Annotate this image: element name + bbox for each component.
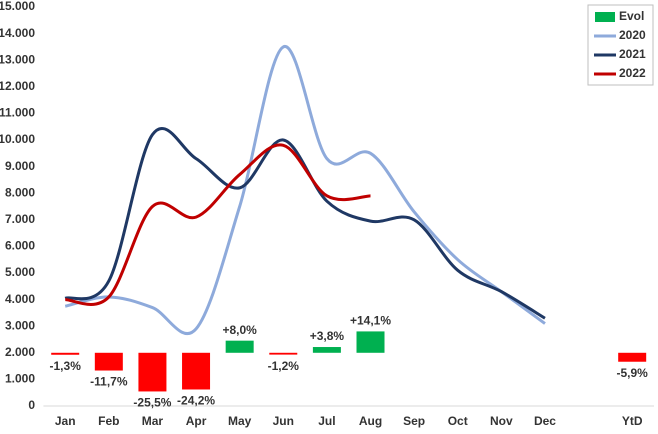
bar: [618, 352, 647, 362]
x-tick-label: Sep: [403, 414, 425, 428]
bar: [269, 352, 298, 355]
y-tick-label: 8.000: [5, 185, 35, 199]
x-tick-label: May: [228, 414, 252, 428]
x-tick-label: YtD: [622, 414, 643, 428]
x-tick-label: Dec: [534, 414, 556, 428]
data-label: -24,2%: [177, 394, 215, 408]
y-tick-label: 6.000: [5, 239, 35, 253]
bar: [94, 352, 123, 371]
y-tick-label: 11.000: [0, 106, 35, 120]
legend-swatch: [595, 12, 615, 22]
y-tick-label: 13.000: [0, 52, 35, 66]
y-tick-label: 9.000: [5, 159, 35, 173]
line: [64, 45, 546, 336]
legend-label: Evol: [619, 9, 644, 23]
data-label: +8,0%: [222, 323, 257, 337]
x-tick-label: Nov: [490, 414, 513, 428]
legend-label: 2022: [619, 66, 646, 80]
y-tick-label: 1.000: [5, 372, 35, 386]
x-tick-label: Mar: [142, 414, 164, 428]
y-tick-label: 2.000: [5, 345, 35, 359]
legend-label: 2021: [619, 47, 646, 61]
x-tick-label: Jun: [273, 414, 294, 428]
x-tick-label: Apr: [186, 414, 207, 428]
data-label: -1,3%: [50, 359, 82, 373]
y-tick-label: 10.000: [0, 132, 35, 146]
bar: [138, 352, 167, 392]
y-tick-label: 4.000: [5, 292, 35, 306]
x-tick-label: Oct: [448, 414, 468, 428]
line: [64, 127, 546, 320]
y-tick-label: 7.000: [5, 212, 35, 226]
x-tick-label: Jan: [55, 414, 76, 428]
bar: [356, 331, 385, 353]
data-label: +3,8%: [310, 329, 345, 343]
y-tick-label: 12.000: [0, 79, 35, 93]
legend-label: 2020: [619, 28, 646, 42]
y-tick-label: 3.000: [5, 318, 35, 332]
y-tick-label: 0: [28, 398, 35, 412]
y-tick-label: 14.000: [0, 26, 35, 40]
data-label: -1,2%: [268, 359, 300, 373]
data-label: -25,5%: [133, 396, 171, 410]
x-tick-label: Aug: [359, 414, 382, 428]
x-tick-label: Jul: [318, 414, 335, 428]
data-label: -11,7%: [90, 375, 128, 389]
data-label: +14,1%: [350, 314, 391, 328]
y-tick-label: 5.000: [5, 265, 35, 279]
bar: [312, 347, 341, 353]
data-label: -5,9%: [617, 366, 649, 380]
y-tick-label: 15.000: [0, 0, 35, 13]
x-tick-label: Feb: [98, 414, 119, 428]
bar: [182, 352, 211, 390]
bar: [225, 340, 254, 353]
bar: [51, 352, 80, 355]
line: [65, 143, 371, 306]
